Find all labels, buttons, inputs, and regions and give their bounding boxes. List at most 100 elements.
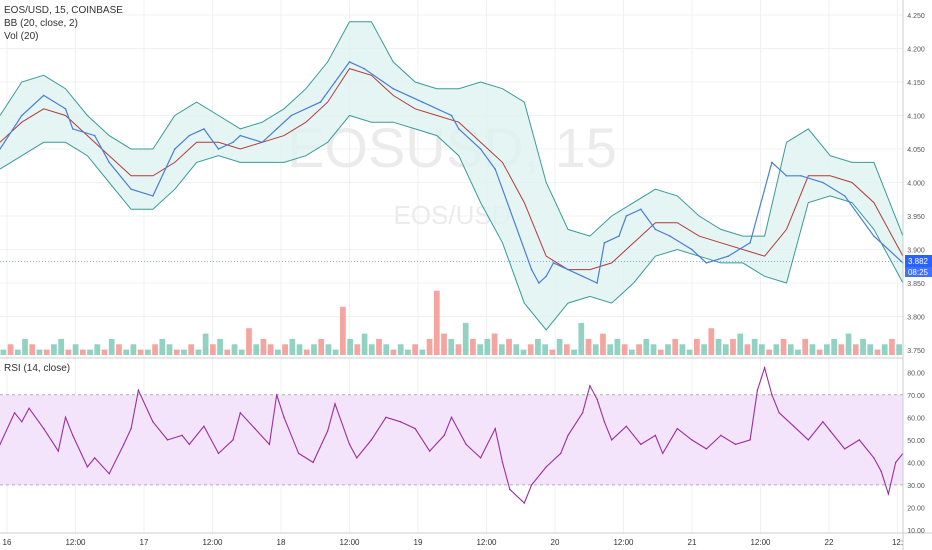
rsi-point [297, 452, 300, 455]
rsi-point [348, 443, 351, 446]
price-point [749, 242, 751, 244]
rsi-point [567, 434, 569, 437]
price-point [108, 161, 111, 164]
rsi-point [254, 427, 256, 430]
volume-bar [209, 344, 216, 355]
time-tick-label: 22 [825, 538, 834, 547]
rsi-tick-label: 10.00 [907, 528, 925, 535]
volume-bar [751, 338, 758, 355]
rsi-point [268, 443, 271, 446]
rsi-band-fill [0, 394, 903, 485]
volume-bar [549, 349, 556, 355]
rsi-point [64, 416, 67, 419]
rsi-point [370, 439, 373, 441]
rsi-point [734, 443, 737, 446]
rsi-point [93, 457, 96, 459]
volume-bar [881, 344, 888, 355]
volume-bar [448, 338, 455, 355]
volume-bar [809, 344, 816, 355]
time-tick-label: 17 [140, 538, 149, 547]
volume-bar [426, 338, 433, 355]
rsi-pane [0, 365, 904, 504]
volume-bar [578, 322, 585, 355]
price-point [545, 275, 547, 278]
time-tick-label: 16 [3, 538, 12, 547]
price-tick-label: 3.950 [907, 214, 925, 221]
volume-bar [441, 333, 447, 355]
rsi-point [676, 427, 678, 430]
rsi-point [123, 443, 125, 446]
volume-bar [79, 349, 86, 355]
time-tick-label: 12:00 [339, 538, 360, 547]
rsi-point [705, 448, 708, 450]
volume-bar [368, 344, 375, 355]
volume-bar [303, 349, 310, 355]
rsi-point [603, 421, 606, 423]
volume-bar [224, 349, 231, 355]
volume-bar [43, 349, 50, 355]
price-point [800, 175, 802, 177]
rsi-point [661, 452, 664, 455]
volume-bar [87, 349, 93, 355]
price-point [217, 148, 220, 150]
rsi-point [771, 394, 773, 396]
price-point [334, 81, 336, 83]
volume-bar [332, 349, 339, 355]
rsi-tick-label: 40.00 [907, 460, 925, 467]
volume-bar [737, 333, 744, 355]
volume-bar [636, 344, 642, 355]
rsi-axis[interactable]: 80.00 70.00 60.00 50.00 40.00 30.00 20.00 10.00 [907, 370, 925, 535]
volume-bar [361, 333, 368, 355]
price-axis[interactable]: 4.250 4.200 4.150 4.100 4.050 4.000 3.950 3.900… [907, 13, 925, 355]
price-point [275, 128, 278, 130]
volume-bar [520, 349, 527, 355]
band-upper-line [0, 21, 904, 237]
legend-volume[interactable]: Vol (20) [4, 31, 38, 42]
volume-bar [679, 344, 686, 355]
volume-bar [173, 349, 180, 355]
price-point [567, 268, 569, 271]
rsi-point [501, 461, 504, 464]
volume-bar [267, 344, 274, 355]
time-tick-label: 12:00 [65, 538, 86, 547]
legend-rsi[interactable]: RSI (14, close) [4, 363, 70, 374]
volume-bar [0, 349, 7, 355]
volume-bar [694, 338, 700, 355]
volume-bar [246, 328, 252, 355]
volume-bar [231, 344, 238, 355]
volume-bar [592, 344, 599, 355]
price-point [130, 188, 132, 190]
price-point [654, 228, 657, 231]
volume-bar [412, 344, 418, 355]
volume-bar [845, 333, 852, 355]
legend-bb[interactable]: BB (20, close, 2) [4, 18, 78, 29]
volume-bar [527, 344, 534, 355]
time-axis[interactable]: 16 12:00 17 12:00 18 12:00 19 12:00 20 12:00 21 12:… [3, 538, 904, 547]
price-point [450, 114, 453, 117]
volume-bar [289, 338, 296, 355]
volume-bar [238, 349, 245, 355]
rsi-point [778, 412, 780, 414]
volume-bar [722, 344, 729, 355]
price-tick-label: 3.900 [907, 248, 925, 255]
volume-bar [484, 338, 491, 355]
band-fill [0, 21, 903, 330]
volume-bar [405, 349, 411, 355]
legend-symbol[interactable]: EOS/USD, 15, COINBASE [4, 5, 123, 16]
volume-bar [672, 338, 679, 355]
volume-bar [556, 338, 563, 355]
volume-bar [715, 338, 722, 355]
price-point [457, 128, 460, 130]
volume-bar [311, 344, 317, 355]
volume-bar [650, 344, 657, 355]
rsi-point [560, 452, 562, 455]
volume-bar [686, 349, 693, 355]
price-tick-label: 4.150 [907, 80, 925, 87]
time-tick-label: 20 [551, 538, 560, 547]
rsi-point [181, 434, 183, 437]
volume-bar [657, 349, 664, 355]
price-point [640, 208, 642, 211]
price-point [691, 248, 693, 251]
volume-bar [542, 344, 549, 355]
